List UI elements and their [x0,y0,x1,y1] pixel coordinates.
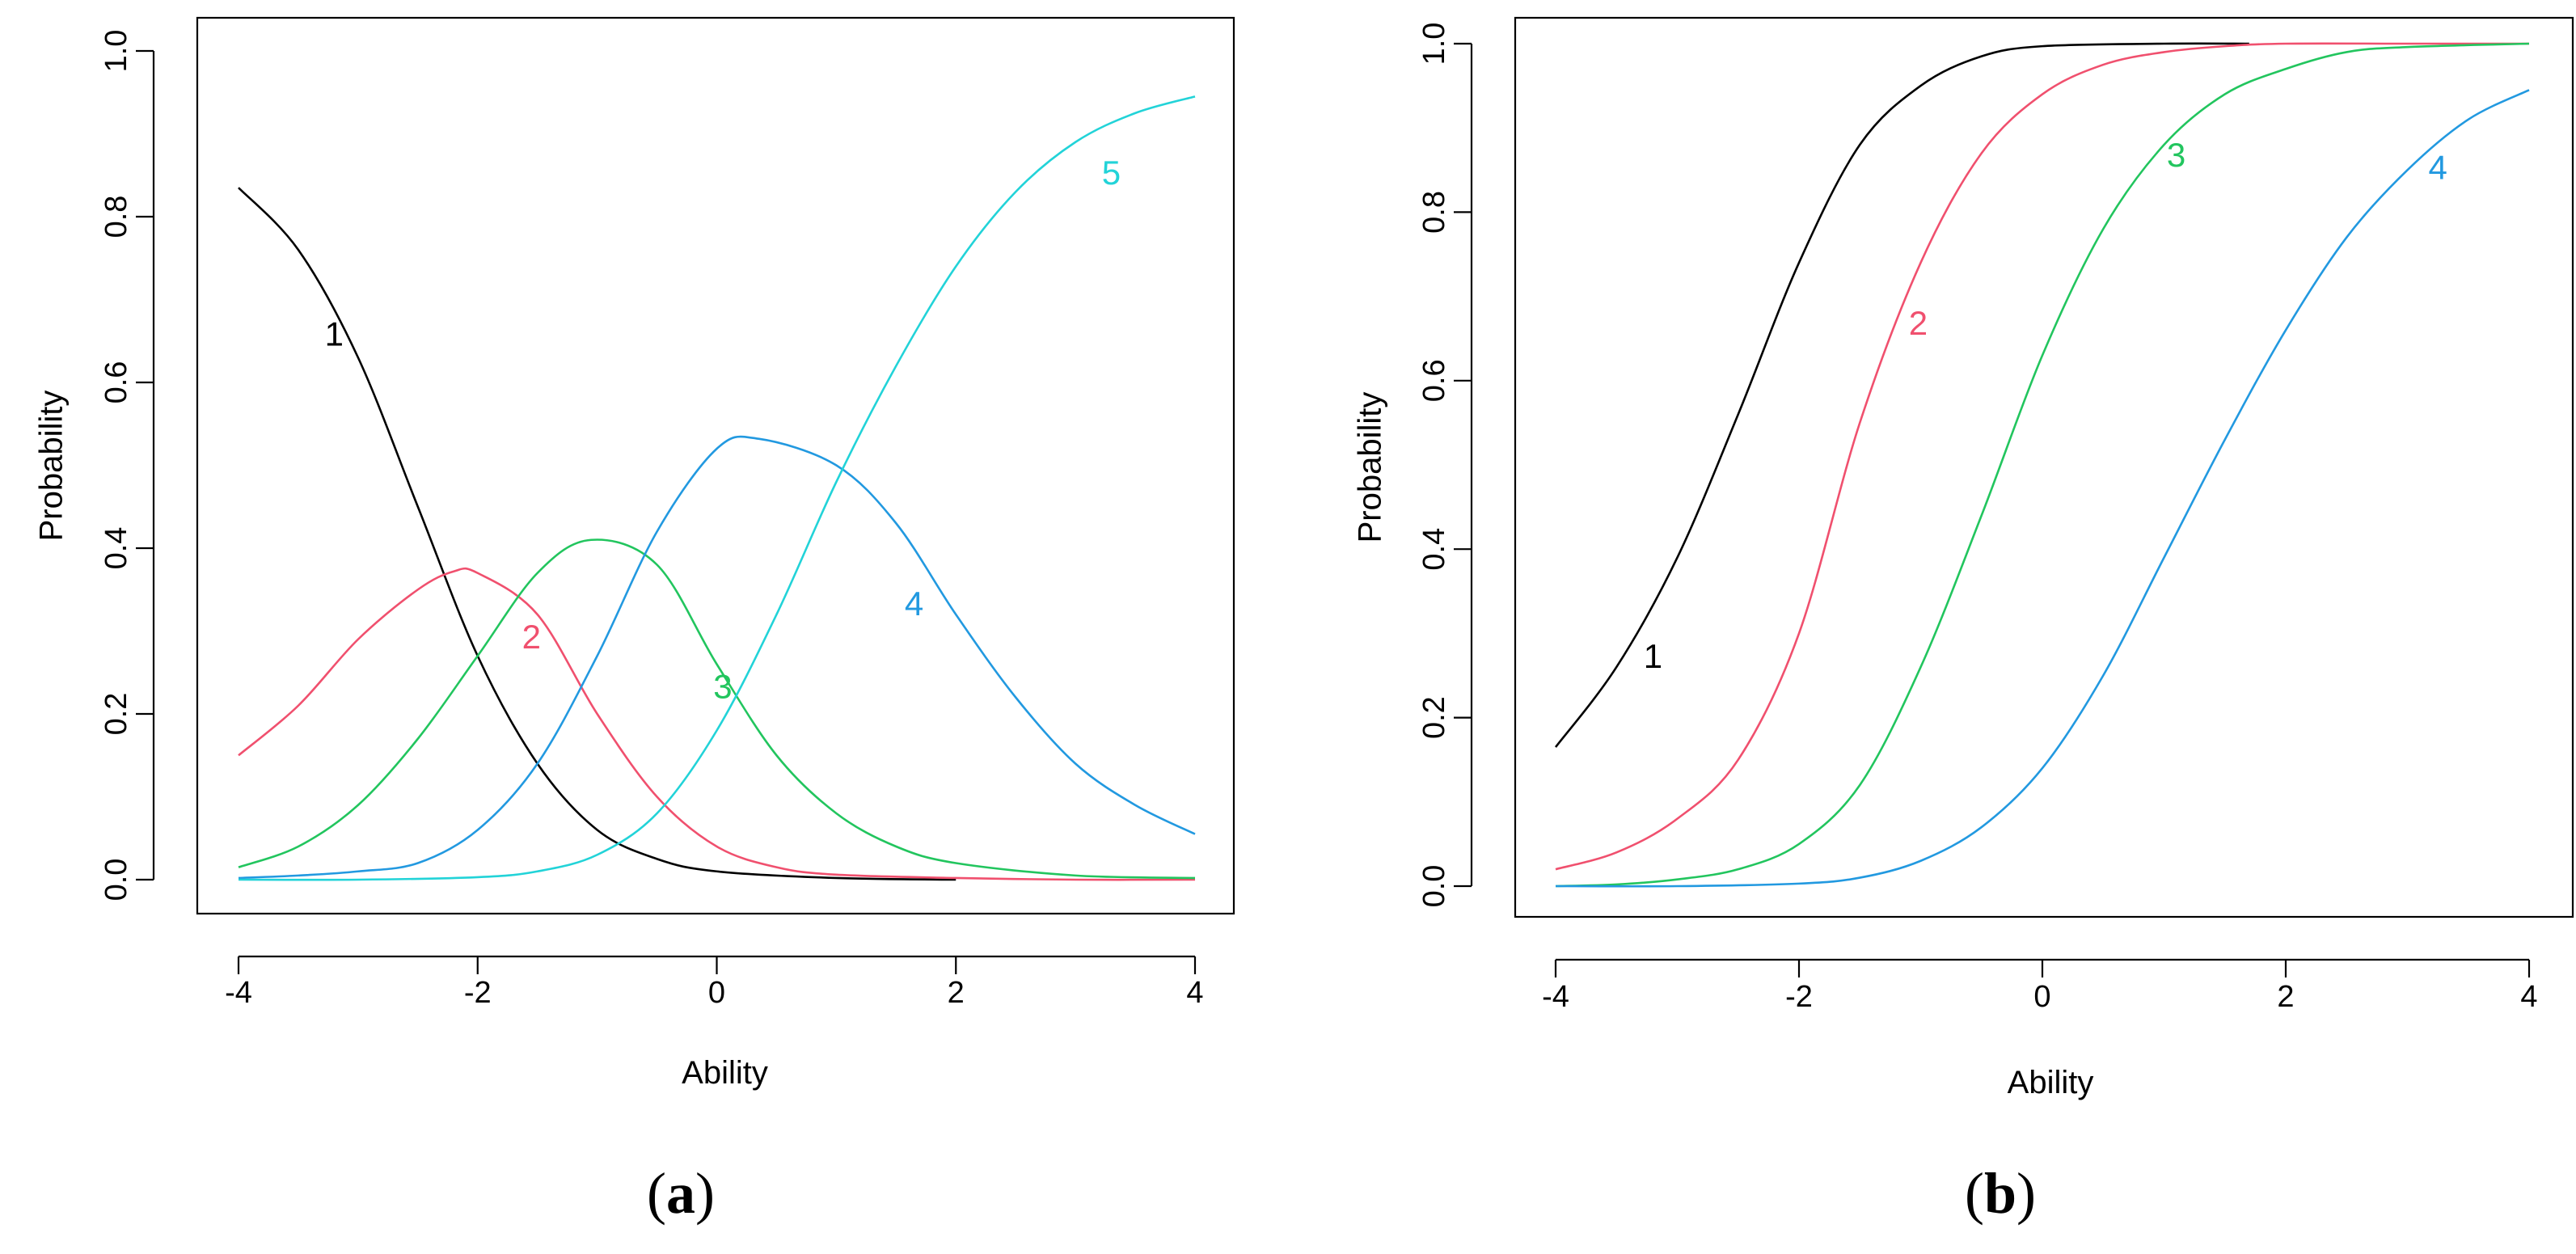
panel-caption: (b) [1965,1161,2036,1226]
series-line-2 [1555,42,2529,871]
y-axis-title: Probability [34,391,70,542]
series-line-1 [1554,42,2249,748]
y-tick-label: 0.4 [1417,528,1451,571]
series-line-3 [1555,42,2530,888]
series-line-5 [238,95,1196,881]
y-tick-label: 0.6 [99,361,133,404]
panel-a: -4 -2 0 2 4 0.0 0.2 0.4 0.6 0.8 1.0 Ability Probabil… [34,16,1235,1226]
y-tick-label: 1.0 [1417,23,1451,65]
x-axis-title: Ability [2008,1065,2094,1100]
series-line-3 [238,538,1196,880]
y-tick-label: 0.8 [99,196,133,239]
series-line-4 [238,435,1196,880]
series-line-2 [238,567,1196,881]
y-tick-label: 0.0 [1417,865,1451,908]
x-tick-label: -2 [1785,980,1813,1014]
y-tick-label: 0.2 [99,693,133,736]
curve-label-4: 4 [2428,148,2447,186]
curve-label-1: 1 [325,315,344,353]
x-tick-label: 0 [2033,980,2050,1014]
curve-label-3: 3 [713,667,732,705]
y-tick-label: 0.0 [99,859,133,901]
y-tick-label: 0.6 [1417,359,1451,402]
x-tick-label: 2 [948,976,965,1010]
plot-frame [1514,16,2574,918]
x-tick-label: 4 [1186,976,1203,1010]
y-tick-label: 1.0 [99,30,133,73]
y-tick-label: 0.2 [1417,696,1451,739]
x-tick-label: 2 [2277,980,2294,1014]
curve-label-2: 2 [522,618,541,656]
panel-b: -4 -2 0 2 4 0.0 0.2 0.4 0.6 0.8 1.0 Ability Probabil… [1353,16,2574,1226]
series-line-4 [1555,89,2530,888]
panel-caption: (a) [647,1161,715,1226]
y-axis-title: Probability [1353,392,1388,543]
x-tick-label: -4 [225,976,252,1010]
x-tick-label: -4 [1542,980,1569,1014]
curve-label-1: 1 [1644,637,1662,675]
x-tick-label: -2 [464,976,492,1010]
curve-label-5: 5 [1102,154,1121,192]
series-line-1 [238,187,956,881]
x-tick-label: 0 [708,976,725,1010]
curve-label-4: 4 [905,585,923,623]
x-tick-label: 4 [2520,980,2537,1014]
curve-label-2: 2 [1909,304,1928,342]
plot-frame [196,16,1235,915]
y-tick-label: 0.4 [99,527,133,570]
x-axis-title: Ability [682,1055,768,1091]
y-tick-label: 0.8 [1417,191,1451,234]
curve-label-3: 3 [2167,136,2185,174]
